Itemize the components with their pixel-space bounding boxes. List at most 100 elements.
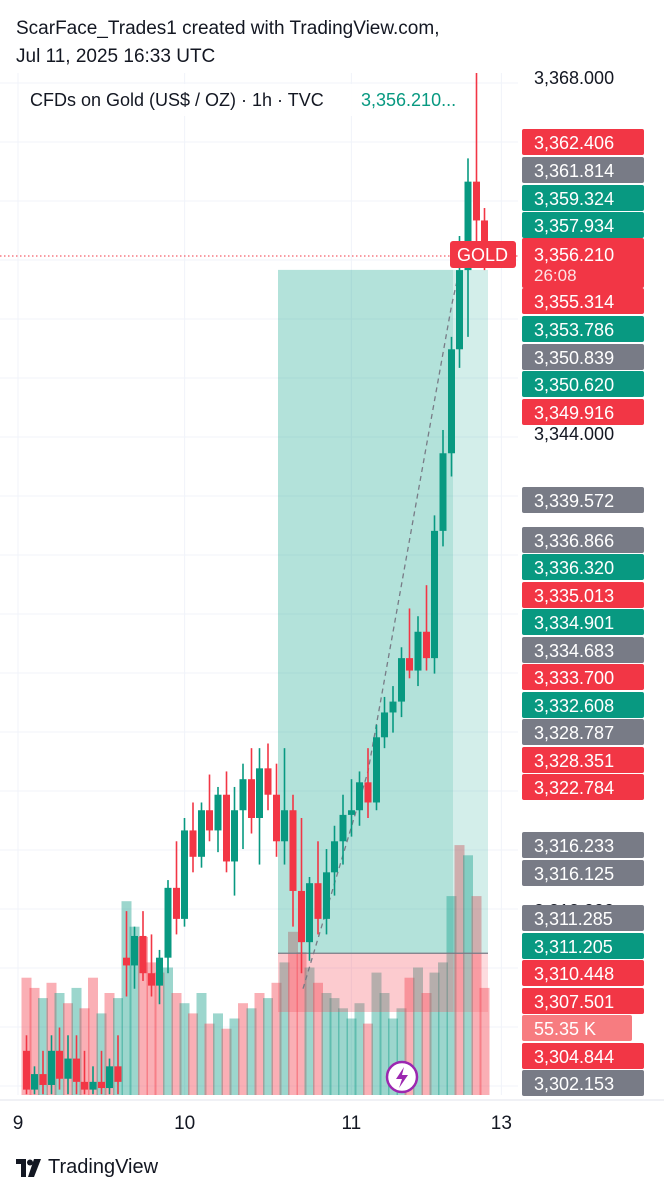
footer: TradingView xyxy=(16,1156,158,1179)
candle-body xyxy=(331,841,338,873)
lightning-icon xyxy=(396,1067,408,1088)
price-label-bg xyxy=(522,212,644,238)
price-label-bg xyxy=(522,1070,644,1096)
candle-body xyxy=(89,1081,97,1090)
price-label-bg xyxy=(522,185,644,211)
candle-body xyxy=(239,779,247,811)
candle-body xyxy=(481,220,488,257)
volume-bar xyxy=(471,896,482,1095)
price-label-bg xyxy=(522,487,644,513)
candle-body xyxy=(289,810,297,891)
price-label: 3,361.814 xyxy=(534,161,614,181)
price-label: 3,334.683 xyxy=(534,641,614,661)
candle-body xyxy=(139,935,147,974)
price-label: 3,316.125 xyxy=(534,864,614,884)
chart-author-line: ScarFace_Trades1 created with TradingVie… xyxy=(16,18,440,39)
volume-bar xyxy=(29,987,40,1095)
price-label: 3,335.013 xyxy=(534,586,614,606)
symbol-tag: GOLD xyxy=(457,245,508,265)
candle-body xyxy=(31,1074,38,1090)
candle-body xyxy=(206,810,213,831)
price-label: 3,349.916 xyxy=(534,403,614,423)
candle-body xyxy=(81,1081,88,1090)
x-tick-label: 10 xyxy=(174,1113,195,1134)
price-label: 3,322.784 xyxy=(534,778,614,798)
volume-bar xyxy=(429,972,440,1095)
candle-body xyxy=(164,887,172,958)
price-label: 3,316.233 xyxy=(534,836,614,856)
volume-bar xyxy=(146,962,157,1095)
stop-progress xyxy=(278,953,453,1012)
volume-bar xyxy=(254,993,265,1095)
volume-bar xyxy=(138,936,148,1095)
price-label: 3,307.501 xyxy=(534,992,614,1012)
volume-bar xyxy=(321,993,332,1095)
y-tick-label: 3,344.000 xyxy=(534,424,614,444)
price-label: 3,359.324 xyxy=(534,189,614,209)
price-label: 3,302.153 xyxy=(534,1074,614,1094)
legend-last-price: 3,356.210... xyxy=(361,90,456,110)
volume-bar xyxy=(121,901,132,1095)
candle-body xyxy=(56,1050,63,1079)
volume-bar xyxy=(329,998,340,1095)
volume-bar xyxy=(129,926,140,1095)
candle-body xyxy=(48,1050,55,1085)
volume-bar xyxy=(171,993,182,1095)
price-label-bg xyxy=(522,860,644,886)
candle-body xyxy=(464,181,472,271)
price-label: 3,362.406 xyxy=(534,133,614,153)
volume-bar xyxy=(271,982,282,1095)
price-label: 3,328.351 xyxy=(534,751,614,771)
candle-body xyxy=(281,810,288,842)
candle-body xyxy=(339,814,347,842)
price-label-bg xyxy=(522,747,644,773)
volume-bar xyxy=(421,993,432,1095)
price-label: 3,311.205 xyxy=(534,937,613,957)
candle-body xyxy=(348,810,355,815)
volume-bar xyxy=(221,1028,232,1095)
candle-body xyxy=(389,701,397,713)
volume-bar xyxy=(463,855,473,1095)
price-chart[interactable]: 3,368.0003,344.0003,340.0003,312.0003,30… xyxy=(0,0,664,1150)
volume-bar xyxy=(354,1003,365,1095)
price-label-bg xyxy=(522,1015,632,1041)
price-label-bg xyxy=(522,582,644,608)
candle-body xyxy=(98,1081,105,1089)
volume-bar xyxy=(179,1003,190,1095)
candle-body xyxy=(148,973,155,986)
candle-body xyxy=(39,1074,47,1085)
volume-bar xyxy=(446,896,457,1095)
price-label-bg xyxy=(522,905,644,931)
price-label: 3,357.934 xyxy=(534,216,614,236)
candle-body xyxy=(248,779,255,818)
price-label-bg xyxy=(522,719,644,745)
volume-bar xyxy=(304,967,315,1095)
candle-body xyxy=(406,658,413,671)
candle-body xyxy=(364,782,372,803)
symbol-tag-bg xyxy=(450,241,516,268)
volume-bar xyxy=(213,1013,223,1095)
volume-bar xyxy=(238,1003,248,1095)
candle-body xyxy=(323,872,330,919)
volume-bar xyxy=(438,962,448,1095)
price-label-bg xyxy=(522,774,644,800)
volume-bar xyxy=(454,845,465,1095)
price-label-bg xyxy=(522,554,644,580)
price-label: 3,304.844 xyxy=(534,1047,614,1067)
candle-body xyxy=(423,631,430,659)
price-label-bg xyxy=(522,1043,644,1069)
candle-body xyxy=(223,794,230,862)
volume-bar xyxy=(346,1018,357,1095)
price-label-bg xyxy=(522,637,644,663)
volume-bar xyxy=(413,967,423,1095)
profit-progress xyxy=(278,269,453,954)
chart-timestamp: Jul 11, 2025 16:33 UTC xyxy=(16,46,216,67)
legend-bg xyxy=(22,84,472,116)
price-label-bg xyxy=(522,933,644,959)
price-label: 3,311.285 xyxy=(534,909,613,929)
candle-body xyxy=(373,737,380,803)
price-label-bg xyxy=(522,371,644,397)
candle-body xyxy=(273,794,280,842)
volume-bar xyxy=(363,1023,373,1095)
price-label: 3,350.839 xyxy=(534,348,614,368)
